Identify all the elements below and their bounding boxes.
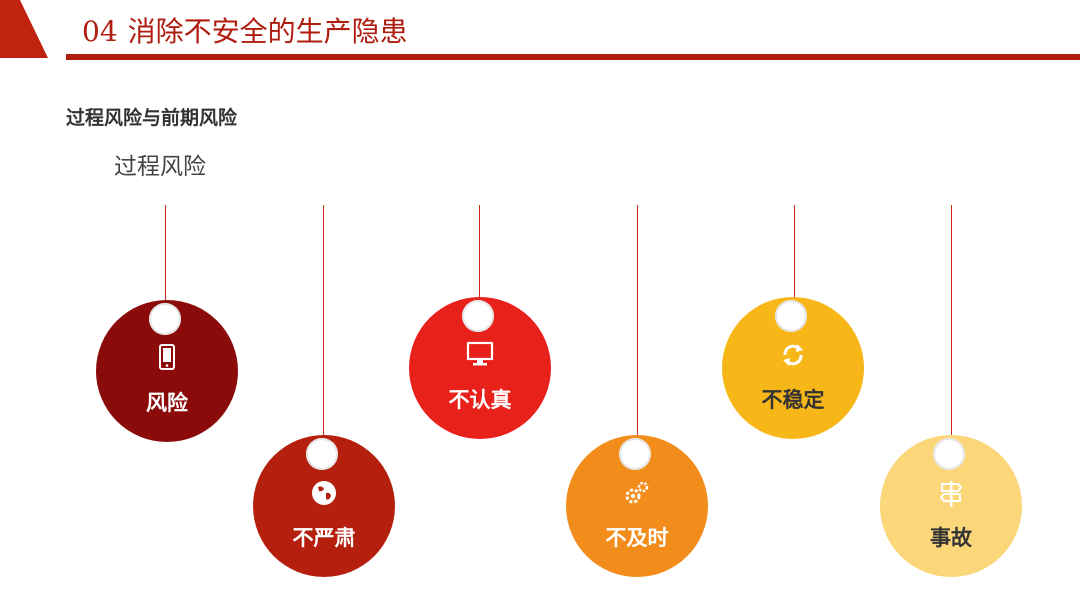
- tag-label: 不及时: [605, 526, 669, 550]
- header-divider: [66, 54, 1080, 60]
- string-6: [951, 205, 952, 440]
- tag-hole: [306, 438, 338, 470]
- string-1: [165, 205, 166, 305]
- refresh-icon: [722, 341, 864, 369]
- tag-label: 不认真: [448, 388, 512, 412]
- tag-label: 风险: [146, 391, 188, 415]
- header-corner-shape: [0, 0, 48, 58]
- tag-label: 事故: [930, 526, 972, 550]
- subtitle: 过程风险与前期风险: [66, 107, 238, 129]
- tag-not-serious: 不严肃: [253, 435, 395, 577]
- title-text: 消除不安全的生产隐患: [127, 15, 408, 48]
- tag-not-careful: 不认真: [409, 297, 551, 439]
- globe-icon: [253, 479, 395, 507]
- string-4: [637, 205, 638, 440]
- section-label: 过程风险: [114, 154, 206, 180]
- tag-hole: [462, 300, 494, 332]
- string-3: [479, 205, 480, 305]
- tag-hole: [149, 303, 181, 335]
- tag-hole: [619, 438, 651, 470]
- tag-not-timely: 不及时: [566, 435, 708, 577]
- section-number: 04: [82, 15, 118, 48]
- gears-icon: [566, 479, 708, 507]
- tag-unstable: 不稳定: [722, 297, 864, 439]
- tag-hole: [775, 300, 807, 332]
- page-title: 04 消除不安全的生产隐患: [82, 10, 408, 50]
- tag-label: 不稳定: [761, 388, 825, 412]
- tag-accident: 事故: [880, 435, 1022, 577]
- signpost-icon: [880, 479, 1022, 507]
- monitor-icon: [409, 341, 551, 369]
- string-2: [323, 205, 324, 440]
- tag-label: 不严肃: [292, 526, 356, 550]
- tag-hole: [933, 438, 965, 470]
- smartphone-icon: [96, 344, 238, 372]
- string-5: [794, 205, 795, 305]
- tag-risk: 风险: [96, 300, 238, 442]
